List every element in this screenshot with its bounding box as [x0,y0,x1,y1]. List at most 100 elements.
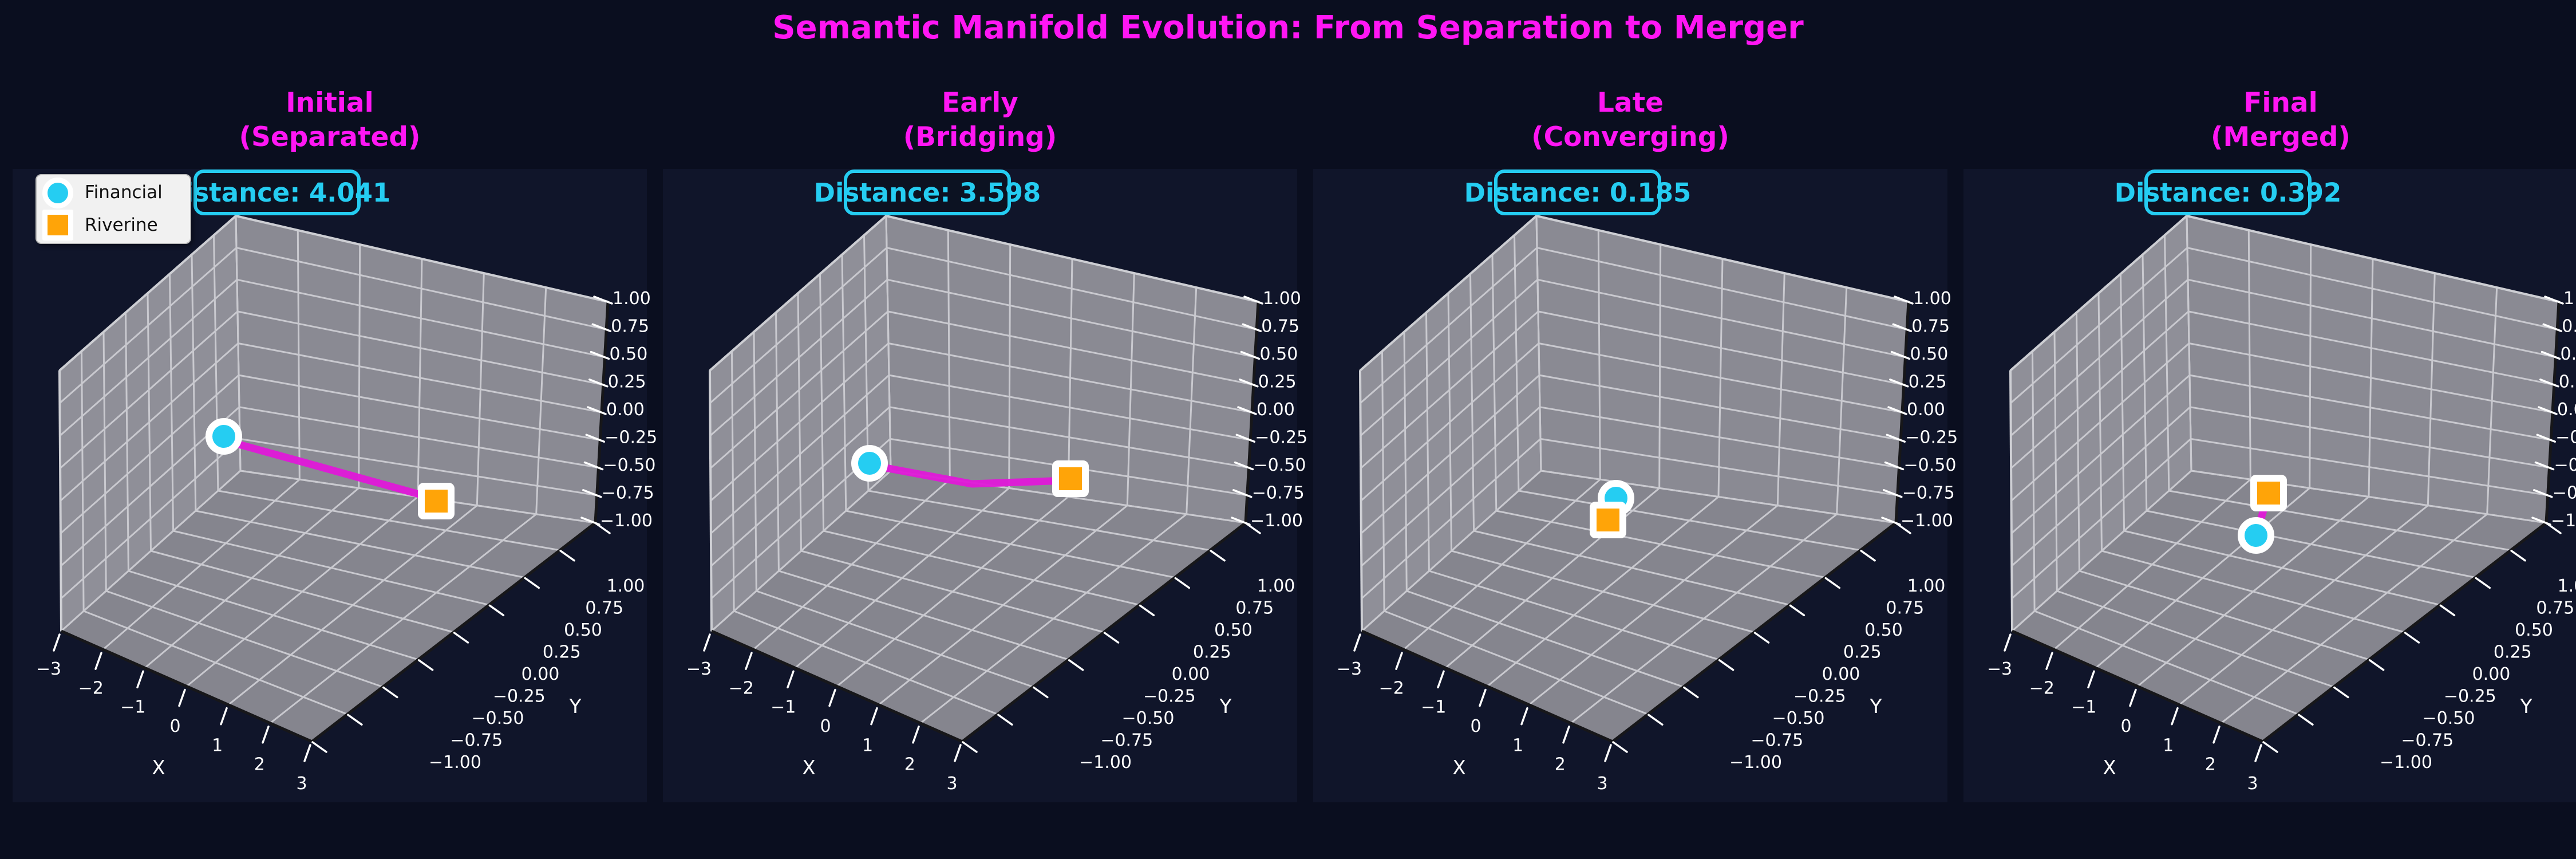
y-tick-label: 0.75 [1235,598,1274,618]
x-tick-label: 2 [254,755,265,775]
y-tick-label: 0.00 [521,664,560,684]
x-tick-label: 2 [904,755,915,775]
pane-right-wall [886,216,1258,523]
y-tick-label: −0.50 [472,708,524,728]
financial-point [206,418,242,455]
y-tick-label: −1.00 [1079,752,1132,773]
x-tick-label: 1 [2163,735,2174,755]
y-tick-label: 0.00 [1822,664,1860,684]
x-tick-label: −3 [1337,659,1362,679]
panel-title-line2: (Separated) [239,121,421,153]
pane-right-wall [1536,216,1909,523]
y-tick-label: 0.25 [1843,643,1882,663]
y-tick-label: −0.50 [2423,708,2475,728]
x-axis-label: X [1452,756,1465,779]
x-tick-label: −2 [729,678,754,698]
y-tick-label: −1.00 [429,752,481,773]
financial-point [851,445,888,482]
panel-final: Final (Merged) −3−2−101231.000.750.500.2… [1963,0,2576,859]
connection-line [875,462,1067,488]
z-tick-label: 0.50 [2561,344,2576,364]
pane-floor [712,471,1246,742]
tick-labels: −3−2−101231.000.750.500.250.00−0.25−0.50… [36,289,657,794]
y-axis-label: Y [1219,695,1232,718]
plot-3d-svg: −3−2−101231.000.750.500.250.00−0.25−0.50… [1313,169,1958,802]
z-tick-label: 1.00 [1913,289,1951,309]
z-tick-label: −0.50 [2554,455,2576,475]
x-axis-label: X [152,756,165,779]
circle-icon [42,177,73,208]
x-tick-label: 1 [1512,735,1523,755]
legend-item-label: Riverine [85,214,158,235]
pane-floor [2012,471,2546,742]
x-tick-label: −1 [771,698,796,718]
z-tick-label: 0.50 [610,344,648,364]
panel-title: Early (Bridging) [663,86,1297,155]
y-tick-label: −0.25 [1793,687,1846,707]
x-axis-label: X [802,756,815,779]
x-tick-label: 3 [1597,774,1607,794]
y-tick-label: 0.00 [1172,664,1210,684]
y-tick-label: −0.50 [1122,708,1175,728]
grid-lines [709,215,1259,743]
panel-title-line2: (Converging) [1531,121,1729,153]
riverine-point [1052,460,1089,497]
x-tick-label: −3 [686,659,712,679]
x-tick-label: −1 [1421,698,1446,718]
y-tick-label: 0.25 [1193,643,1231,663]
z-tick-label: −0.25 [1905,428,1958,448]
z-tick-label: 0.75 [1261,317,1299,337]
x-tick-label: 0 [2120,716,2131,736]
tick-labels: −3−2−101231.000.750.500.250.00−0.25−0.50… [1987,289,2576,794]
y-tick-label: 0.50 [1214,620,1253,640]
x-tick-label: 3 [296,774,307,794]
y-tick-label: 0.25 [543,643,581,663]
tick-marks [2004,295,2564,762]
panel-title: Final (Merged) [1963,86,2576,155]
z-tick-label: −1.00 [1901,511,1953,531]
z-tick-label: 0.25 [1909,372,1947,392]
x-tick-label: 2 [1555,755,1566,775]
x-tick-label: 0 [820,716,831,736]
pane-right-wall [2187,216,2559,523]
panel-title-line2: (Bridging) [903,121,1057,153]
x-tick-label: 3 [946,774,957,794]
z-tick-label: −0.75 [602,483,654,503]
distance-annotation: Distance: 4.041 [164,170,390,215]
y-tick-label: 0.75 [2536,598,2574,618]
x-tick-label: 0 [169,716,180,736]
panel-title-line1: Initial [286,87,374,119]
z-tick-label: 1.00 [2563,289,2576,309]
panel-title-line2: (Merged) [2211,121,2350,153]
distance-annotation: Distance: 3.598 [814,170,1041,215]
y-tick-label: −0.75 [1100,731,1153,751]
z-tick-label: −1.00 [600,511,653,531]
x-tick-label: 1 [862,735,873,755]
square-icon [42,210,73,241]
x-tick-label: −3 [1987,659,2012,679]
panel-title-line1: Final [2243,87,2318,119]
tick-marks [703,295,1263,762]
tick-marks [53,295,613,762]
y-axis-label: Y [569,695,582,718]
z-tick-label: 0.25 [1258,372,1297,392]
panel-title-line1: Early [942,87,1018,119]
z-tick-label: −0.50 [603,455,656,475]
panel-early: Early (Bridging) −3 −2 −1 0 1 2 3 1.00 0.75 0.50 0… [663,0,1313,859]
y-tick-label: −0.25 [1143,687,1196,707]
pane-floor [61,471,595,742]
distance-text: Distance: 0.185 [1464,177,1692,208]
x-tick-label: −1 [2071,698,2096,718]
panel-title: Initial (Separated) [13,86,647,155]
y-tick-label: 0.50 [1864,620,1903,640]
z-tick-label: 0.75 [611,317,649,337]
tick-labels: −3−2−101231.000.750.500.250.00−0.25−0.50… [686,289,1307,794]
y-tick-label: −0.75 [450,731,503,751]
y-tick-label: 1.00 [2558,576,2576,596]
pane-floor [1362,471,1896,742]
x-tick-label: 2 [2205,755,2216,775]
y-tick-label: −0.75 [1751,731,1803,751]
y-tick-label: −1.00 [2380,752,2432,773]
distance-text: Distance: 3.598 [813,177,1041,208]
y-axis-label: Y [2520,695,2532,718]
